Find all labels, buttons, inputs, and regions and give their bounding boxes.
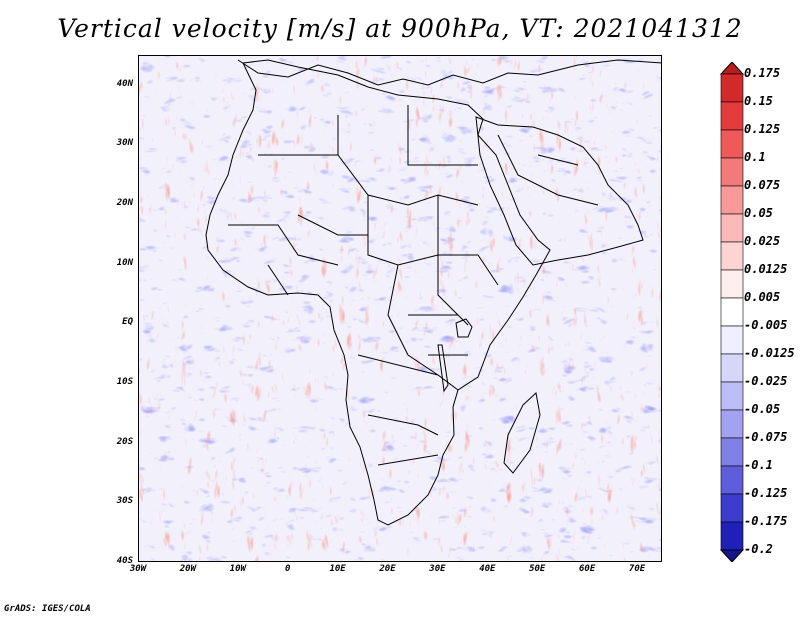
longitude-label: 20W (179, 564, 197, 574)
longitude-label: 10W (229, 564, 246, 574)
colorbar-label: -0.125 (744, 486, 788, 500)
longitude-label: 30E (429, 564, 446, 574)
colorbar: 0.175 0.15 0.125 0.1 0.075 0.05 0.025 0.0125 0.0… (719, 61, 800, 563)
colorbar-label: -0.2 (744, 542, 773, 556)
coastlines (205, 59, 662, 526)
country-borders (228, 105, 599, 466)
colorbar-bottom-arrow (719, 549, 745, 563)
latitude-label: EQ (122, 317, 133, 328)
colorbar-label: 0.025 (744, 234, 781, 248)
colorbar-top-arrow (719, 61, 745, 75)
latitude-label: 30N (116, 138, 133, 149)
colorbar-segment (720, 353, 744, 383)
colorbar-segment (720, 465, 744, 495)
velocity-field (138, 55, 662, 562)
colorbar-label: -0.005 (744, 318, 788, 332)
colorbar-segment (720, 521, 744, 551)
latitude-label: 40N (116, 78, 133, 89)
map-canvas (138, 55, 662, 562)
latitude-label: 10S (116, 377, 133, 388)
longitude-label: 20E (379, 564, 396, 574)
colorbar-segment (720, 101, 744, 131)
map-frame (138, 55, 662, 562)
lake-tanganyika (437, 344, 449, 393)
colorbar-segment (720, 157, 744, 187)
colorbar-label: -0.1 (744, 458, 773, 472)
colorbar-label: 0.15 (744, 94, 773, 108)
colorbar-label: -0.025 (744, 374, 788, 388)
colorbar-segment (720, 129, 744, 159)
map-title: Vertical velocity [m/s] at 900hPa, VT: 2… (57, 14, 743, 43)
latitude-label: 30S (116, 496, 133, 507)
colorbar-segment (720, 185, 744, 215)
colorbar-segment (720, 493, 744, 523)
colorbar-label: -0.05 (744, 402, 781, 416)
longitude-label: 10E (329, 564, 346, 574)
madagascar-coastline (503, 392, 541, 474)
colorbar-label: 0.075 (744, 178, 781, 192)
grads-credit: GrADS: IGES/COLA (4, 604, 91, 614)
colorbar-scale (719, 61, 745, 563)
africa-coastline (205, 59, 551, 526)
colorbar-label: 0.1 (744, 150, 766, 164)
colorbar-label: 0.005 (744, 290, 781, 304)
colorbar-label: 0.125 (744, 122, 781, 136)
colorbar-segment (720, 381, 744, 411)
colorbar-segment (720, 269, 744, 299)
lake-victoria (455, 318, 473, 338)
colorbar-segment (720, 409, 744, 439)
latitude-label: 10N (116, 257, 133, 268)
colorbar-segment (720, 437, 744, 467)
colorbar-segment (720, 241, 744, 271)
colorbar-segment (720, 325, 744, 355)
colorbar-label: 0.05 (744, 206, 773, 220)
colorbar-label: -0.075 (744, 430, 788, 444)
longitude-label: 60E (579, 564, 596, 574)
latitude-label: 20N (116, 198, 133, 209)
map-panel: 40N 30N 20N 10N EQ 10S 20S 30S 40S 30W 20W 10W 0 10E… (117, 55, 662, 574)
longitude-label: 0 (284, 564, 291, 574)
colorbar-label: 0.175 (744, 66, 781, 80)
colorbar-segment (720, 213, 744, 243)
longitude-label: 50E (529, 564, 546, 574)
colorbar-segment (720, 297, 744, 327)
latitude-label: 40S (116, 556, 133, 566)
europe-coastline (237, 59, 662, 86)
longitude-label: 70E (628, 564, 646, 574)
longitude-label: 40E (479, 564, 496, 574)
colorbar-label: 0.0125 (744, 262, 788, 276)
longitude-label: 30W (129, 564, 147, 574)
colorbar-label: -0.175 (744, 514, 788, 528)
colorbar-label: -0.0125 (744, 346, 795, 360)
latitude-label: 20S (116, 436, 133, 447)
colorbar-segment (720, 73, 744, 103)
arabia-coastline (475, 116, 644, 266)
